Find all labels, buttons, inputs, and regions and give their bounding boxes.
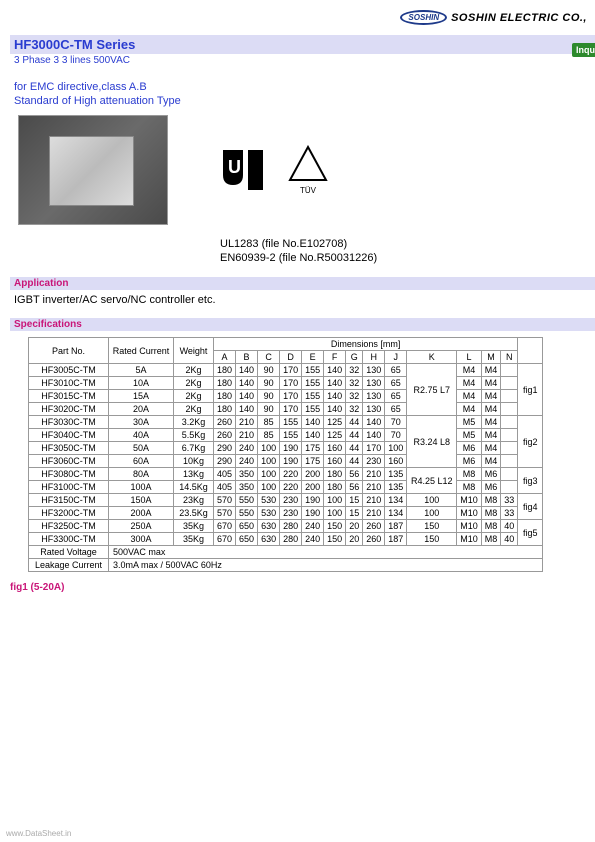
col-partno: Part No.: [29, 338, 109, 364]
product-image: [18, 115, 168, 225]
table-row: HF3030C-TM30A3.2Kg2602108515514012544140…: [29, 416, 543, 429]
series-title: HF3000C-TM Series: [14, 37, 135, 52]
table-header-row1: Part No. Rated Current Weight Dimensions…: [29, 338, 543, 351]
emc-block: for EMC directive,class A.B Standard of …: [14, 80, 595, 109]
svg-text:TÜV: TÜV: [300, 186, 317, 195]
table-row: HF3050C-TM50A6.7Kg2902401001901751604417…: [29, 442, 543, 455]
cert-icons: U TÜV: [218, 145, 328, 195]
inquire-button[interactable]: Inquir: [572, 43, 595, 57]
table-row: HF3060C-TM60A10Kg29024010019017516044230…: [29, 455, 543, 468]
application-text: IGBT inverter/AC servo/NC controller etc…: [14, 294, 595, 306]
series-subtitle: 3 Phase 3 3 lines 500VAC: [14, 55, 595, 66]
table-row: HF3150C-TM150A23Kg5705505302301901001521…: [29, 494, 543, 507]
company-name: SOSHIN ELECTRIC CO.,: [451, 12, 587, 24]
table-row: HF3250C-TM250A35Kg6706506302802401502026…: [29, 520, 543, 533]
col-fig: [518, 338, 543, 364]
watermark: www.DataSheet.in: [6, 829, 71, 838]
svg-text:U: U: [228, 157, 241, 177]
table-row: HF3080C-TM80A13Kg40535010022020018056210…: [29, 468, 543, 481]
emc-line1: for EMC directive,class A.B: [14, 80, 595, 94]
col-rated-current: Rated Current: [109, 338, 174, 364]
table-row: HF3005C-TM5A2Kg180140901701551403213065R…: [29, 364, 543, 377]
table-row: HF3040C-TM40A5.5Kg2602108515514012544140…: [29, 429, 543, 442]
product-box-shape: [49, 136, 134, 206]
rated-voltage-row: Rated Voltage 500VAC max: [29, 546, 543, 559]
table-row: HF3020C-TM20A2Kg180140901701551403213065…: [29, 403, 543, 416]
ul-icon: U: [218, 145, 268, 195]
col-weight: Weight: [174, 338, 214, 364]
fig1-label: fig1 (5-20A): [10, 582, 595, 593]
cert-text: UL1283 (file No.E102708) EN60939-2 (file…: [220, 237, 595, 266]
cert-line2: EN60939-2 (file No.R50031226): [220, 251, 595, 265]
table-row: HF3010C-TM10A2Kg180140901701551403213065…: [29, 377, 543, 390]
cert-line1: UL1283 (file No.E102708): [220, 237, 595, 251]
spec-table: Part No. Rated Current Weight Dimensions…: [28, 337, 543, 572]
table-row: HF3015C-TM15A2Kg180140901701551403213065…: [29, 390, 543, 403]
logo-oval: SOSHIN: [400, 10, 447, 25]
application-heading: Application: [10, 277, 595, 290]
table-row: HF3200C-TM200A23.5Kg57055053023019010015…: [29, 507, 543, 520]
leakage-row: Leakage Current 3.0mA max / 500VAC 60Hz: [29, 559, 543, 572]
col-dimensions: Dimensions [mm]: [214, 338, 518, 351]
header: SOSHIN SOSHIN ELECTRIC CO.,: [0, 0, 595, 35]
tuv-icon: TÜV: [288, 145, 328, 195]
table-row: HF3100C-TM100A14.5Kg40535010022020018056…: [29, 481, 543, 494]
emc-line2: Standard of High attenuation Type: [14, 94, 595, 108]
specifications-heading: Specifications: [10, 318, 595, 331]
product-row: U TÜV: [18, 115, 595, 225]
series-title-bar: HF3000C-TM Series Inquir: [10, 35, 595, 54]
table-row: HF3300C-TM300A35Kg6706506302802401502026…: [29, 533, 543, 546]
